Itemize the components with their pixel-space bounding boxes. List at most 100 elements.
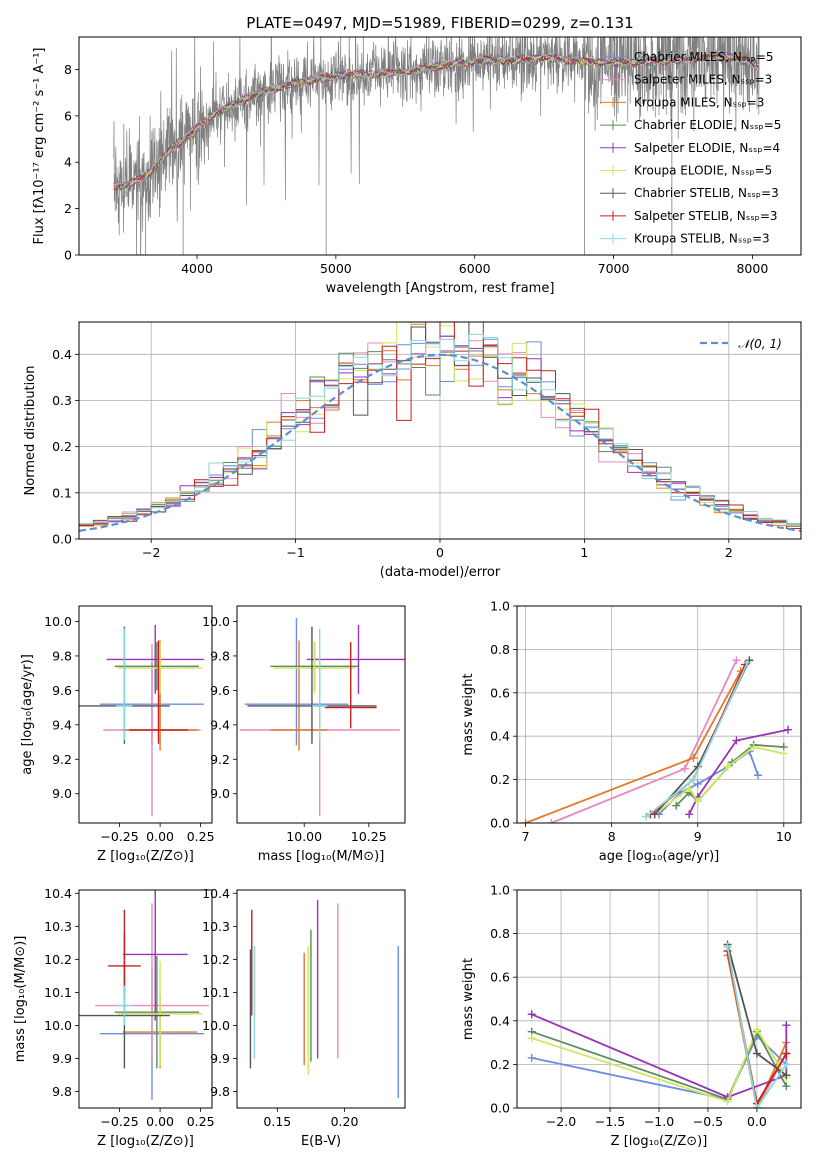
mass-weight-marker — [689, 753, 698, 762]
legend-label: Chabrier ELODIE, Nₛₛₚ=5 — [634, 118, 781, 132]
legend-label: Salpeter MILES, Nₛₛₚ=3 — [634, 73, 772, 87]
x-tick-label: 0.20 — [331, 1114, 359, 1129]
observed-spectrum-line — [113, 37, 760, 255]
axes-age-vs-mass: 10.00 10.25 9.0 9.2 9.4 9.6 9.8 10.0 mass [log₁₀… — [202, 614, 387, 864]
x-axis-label: age [log₁₀(age/yr)] — [599, 849, 720, 864]
y-tick-label: 10.2 — [44, 952, 72, 967]
axes-mass-vs-ebv: 0.15 0.20 9.8 9.9 10.0 10.1 10.2 10.3 10.4 E(B-V) — [202, 886, 358, 1149]
x-tick-label: 8 — [608, 829, 616, 844]
x-tick-label: 0.15 — [263, 1114, 291, 1129]
mass-weight-line — [531, 1027, 788, 1103]
x-tick-label: 0.0 — [747, 1114, 767, 1129]
plot-area-age-vs-Z — [79, 624, 204, 817]
mass-weight-marker — [784, 725, 793, 734]
legend-label: Kroupa ELODIE, Nₛₛₚ=5 — [634, 164, 772, 178]
y-tick-label: 10.4 — [44, 886, 72, 901]
residual-histogram-line — [79, 333, 801, 526]
y-tick-label: 10.0 — [44, 1018, 72, 1033]
normal-curve-line — [79, 353, 801, 532]
y-axis-label: mass [log₁₀(M/M⊙)] — [13, 936, 28, 1063]
residuals-frame — [78, 321, 802, 540]
residual-histogram-line — [79, 335, 801, 527]
y-tick-label: 6 — [64, 108, 72, 123]
y-tick-label: 0.1 — [52, 485, 72, 500]
y-tick-label: 10.1 — [202, 985, 230, 1000]
x-tick-label: 1 — [580, 545, 588, 560]
plots-layer: 4000 5000 6000 7000 8000 0 2 4 6 8 wavelength [Ang… — [13, 36, 802, 1149]
y-tick-label: 10.4 — [202, 886, 230, 901]
mass-weight-marker — [752, 1025, 761, 1034]
y-tick-label: 4 — [64, 155, 72, 170]
axes-mass-vs-Z: −0.25 0.00 0.25 9.8 9.9 10.0 10.1 10.2 10.3 10.4 Z… — [13, 886, 215, 1149]
y-tick-label: 10.0 — [44, 614, 72, 629]
x-tick-label: 0 — [436, 545, 444, 560]
y-axis-label: Flux [fλ10⁻¹⁷ erg cm⁻² s⁻¹ A⁻¹] — [32, 48, 47, 245]
age-vs-mass-frame — [236, 605, 406, 824]
y-axis-label: mass weight — [461, 673, 476, 755]
y-tick-label: 10.3 — [44, 919, 72, 934]
y-tick-label: 0.8 — [490, 926, 510, 941]
mass-weight-marker — [693, 779, 702, 788]
x-axis-label: E(B-V) — [301, 1134, 341, 1149]
y-tick-label: 9.4 — [52, 717, 72, 732]
mass-weight-marker — [547, 819, 556, 823]
mass-weight-marker — [743, 658, 752, 667]
model-spectrum-line — [113, 51, 760, 191]
y-tick-label: 10.0 — [202, 1018, 230, 1033]
x-tick-label: 9 — [694, 829, 702, 844]
figure-title: PLATE=0497, MJD=51989, FIBERID=0299, z=0… — [246, 14, 633, 32]
mass-weight-marker — [693, 797, 702, 806]
x-axis-label: Z [log₁₀(Z/Z⊙)] — [97, 1134, 194, 1149]
mass-weight-marker — [782, 1082, 791, 1091]
y-tick-label: 10.2 — [202, 952, 230, 967]
x-tick-label: 6000 — [459, 261, 491, 276]
y-axis-label: age [log₁₀(age/yr)] — [20, 654, 35, 775]
y-tick-label: 1.0 — [490, 883, 510, 898]
mass-weight-marker — [782, 1071, 791, 1080]
mass-weight-marker — [753, 771, 762, 780]
mass-weight-marker — [723, 762, 732, 771]
x-tick-label: 0.00 — [146, 1114, 174, 1129]
x-tick-label: 0.00 — [146, 829, 174, 844]
y-tick-label: 9.8 — [210, 648, 230, 663]
legend-label: Salpeter STELIB, Nₛₛₚ=3 — [634, 209, 778, 223]
y-tick-label: 9.0 — [52, 786, 72, 801]
axes-spectrum: 4000 5000 6000 7000 8000 0 2 4 6 8 wavelength [Ang… — [32, 48, 768, 297]
legend-label: Salpeter ELODIE, Nₛₛₚ=4 — [634, 141, 780, 155]
y-tick-label: 0.3 — [52, 393, 72, 408]
x-tick-label: 5000 — [320, 261, 352, 276]
massweight-vs-age-frame — [516, 605, 802, 824]
y-tick-label: 0.4 — [490, 729, 510, 744]
y-tick-label: 9.0 — [210, 786, 230, 801]
y-tick-label: 9.8 — [210, 1084, 230, 1099]
y-tick-label: 8 — [64, 62, 72, 77]
y-tick-label: 9.8 — [52, 648, 72, 663]
y-tick-label: 0.6 — [490, 685, 510, 700]
mass-weight-marker — [782, 1060, 791, 1069]
y-tick-label: 0.4 — [52, 347, 72, 362]
x-tick-label: −1.5 — [595, 1114, 625, 1129]
massweight-vs-Z-frame — [516, 889, 802, 1109]
model-spectrum-line — [113, 51, 760, 188]
mass-weight-marker — [521, 819, 530, 823]
y-tick-label: 9.2 — [210, 752, 230, 767]
mass-weight-marker — [689, 775, 698, 784]
mass-weight-marker — [752, 1104, 761, 1108]
x-tick-label: 10 — [776, 829, 792, 844]
x-axis-label: mass [log₁₀(M/M⊙)] — [258, 849, 385, 864]
y-tick-label: 2 — [64, 201, 72, 216]
y-axis-label: mass weight — [461, 958, 476, 1040]
y-tick-label: 1.0 — [490, 599, 510, 614]
x-axis-label: (data-model)/error — [380, 565, 501, 580]
mass-weight-marker — [723, 1097, 732, 1106]
y-tick-label: 10.3 — [202, 919, 230, 934]
mass-weight-marker — [527, 1034, 536, 1043]
plot-area-residuals — [79, 322, 801, 532]
x-tick-label: 2 — [725, 545, 733, 560]
x-tick-label: −2.0 — [546, 1114, 576, 1129]
mass-weight-marker — [680, 764, 689, 773]
legend-normal-label: 𝒩(0, 1) — [738, 337, 782, 351]
x-tick-label: 10.00 — [286, 829, 322, 844]
y-tick-label: 0 — [64, 248, 72, 263]
